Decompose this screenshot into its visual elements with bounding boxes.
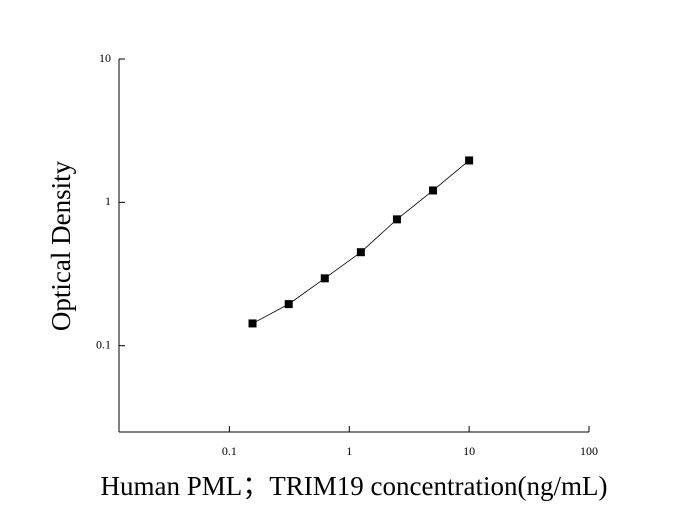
data-point bbox=[392, 215, 401, 224]
fit-curve bbox=[252, 160, 470, 324]
x-tick-label: 100 bbox=[580, 444, 598, 458]
x-axis-title: Human PML；TRIM19 concentration(ng/mL) bbox=[101, 471, 608, 501]
data-point bbox=[248, 319, 257, 328]
y-axis-title: Optical Density bbox=[46, 160, 76, 331]
data-point bbox=[356, 248, 365, 257]
data-point bbox=[284, 300, 293, 309]
y-tick-label: 0.1 bbox=[96, 337, 111, 351]
x-tick-label: 10 bbox=[463, 444, 475, 458]
data-point bbox=[429, 186, 438, 195]
x-tick-label: 0.1 bbox=[222, 444, 237, 458]
data-point bbox=[320, 274, 329, 283]
y-tick-label: 1 bbox=[105, 194, 111, 208]
data-point bbox=[465, 156, 474, 165]
x-tick-label: 1 bbox=[346, 444, 352, 458]
y-tick-label: 10 bbox=[99, 51, 111, 65]
